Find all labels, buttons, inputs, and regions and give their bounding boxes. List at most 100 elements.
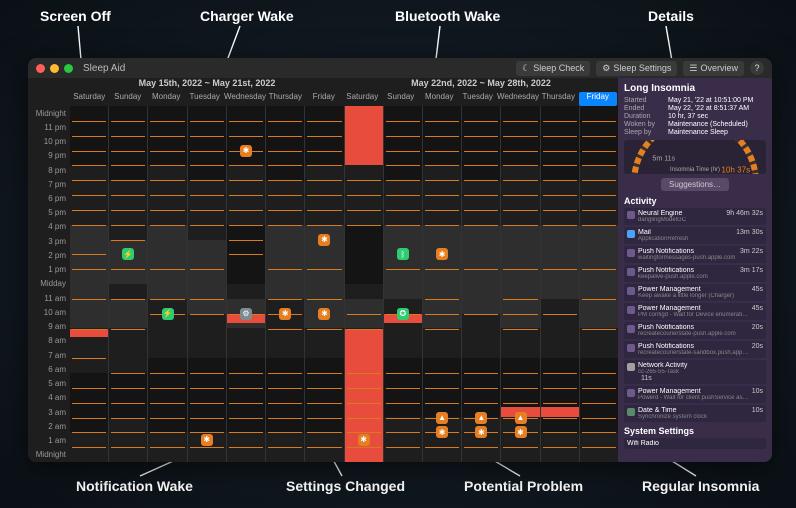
notification-wake-icon[interactable]: ▲	[515, 412, 527, 424]
wake-line	[425, 180, 459, 181]
notification-wake-icon[interactable]: ✱	[475, 426, 487, 438]
activity-row[interactable]: Push Notificationsrecreatecourierstate-s…	[624, 341, 766, 358]
activity-row[interactable]: Power ManagementKeep awake a little long…	[624, 284, 766, 301]
wake-line	[150, 432, 184, 433]
activity-sub: Powerd - Wait for client pushService ass…	[638, 395, 749, 401]
notification-wake-icon[interactable]: ▲	[436, 412, 448, 424]
wake-line	[503, 388, 537, 389]
day-column[interactable]	[540, 106, 579, 462]
activity-row[interactable]: MailApplicationRefresh13m 30s	[624, 227, 766, 244]
activity-row[interactable]: Neural EnginedanglingModelGC9h 46m 32s	[624, 208, 766, 225]
wake-line	[111, 418, 145, 419]
activity-sub: danglingModelGC	[638, 217, 723, 223]
activity-row[interactable]: Push Notificationskeepalive-push.apple.c…	[624, 265, 766, 282]
charger-wake-icon[interactable]: ⚡	[122, 248, 134, 260]
wake-line	[229, 403, 263, 404]
settings-row[interactable]: Wifi Radio	[624, 438, 766, 449]
wake-line	[72, 225, 106, 226]
sleep-check-button[interactable]: ☾Sleep Check	[516, 61, 590, 76]
wake-line	[268, 165, 302, 166]
close-traffic-light[interactable]	[36, 64, 45, 73]
day-header[interactable]: Tuesday	[185, 92, 223, 106]
notification-wake-icon[interactable]: ✱	[318, 234, 330, 246]
sleep-settings-button[interactable]: ⚙Sleep Settings	[596, 61, 677, 76]
wake-line	[72, 151, 106, 152]
wake-line	[386, 269, 420, 270]
day-column[interactable]: ✱	[265, 106, 304, 462]
zoom-traffic-light[interactable]	[64, 64, 73, 73]
detail-key: Woken by	[624, 121, 668, 128]
day-header[interactable]: Thursday	[539, 92, 577, 106]
minimize-traffic-light[interactable]	[50, 64, 59, 73]
hour-label: 2 pm	[28, 248, 70, 262]
day-header[interactable]: Tuesday	[458, 92, 496, 106]
notification-wake-icon[interactable]: ▲	[475, 412, 487, 424]
day-column[interactable]: ▲✱	[461, 106, 500, 462]
day-header[interactable]: Saturday	[70, 92, 108, 106]
wake-line	[307, 447, 341, 448]
day-header[interactable]: Friday	[579, 92, 617, 106]
activity-row[interactable]: Power ManagementPM configd - Wait for De…	[624, 303, 766, 320]
overview-button[interactable]: ☰Overview	[683, 61, 744, 76]
wake-line	[307, 418, 341, 419]
notification-wake-icon[interactable]: ✱	[358, 434, 370, 446]
day-column[interactable]: ✱✱	[304, 106, 343, 462]
notification-wake-icon[interactable]: ✱	[436, 426, 448, 438]
day-header[interactable]: Saturday	[343, 92, 381, 106]
suggestions-button[interactable]: Suggestions…	[661, 178, 729, 191]
day-header[interactable]: Friday	[305, 92, 343, 106]
notification-wake-icon[interactable]: ✱	[240, 145, 252, 157]
wake-line	[503, 403, 537, 404]
day-column[interactable]: ✱	[344, 106, 383, 462]
settings-name: Wifi Radio	[627, 440, 763, 447]
day-header[interactable]: Sunday	[382, 92, 420, 106]
wake-line	[111, 151, 145, 152]
day-column[interactable]	[579, 106, 618, 462]
day-column[interactable]: ▲✱	[500, 106, 539, 462]
wake-line	[543, 403, 577, 404]
day-header[interactable]: Sunday	[108, 92, 146, 106]
gauge-left: 5m 11s	[652, 154, 675, 162]
wake-line	[268, 269, 302, 270]
activity-row[interactable]: Push Notificationsrecreatecourierstate-p…	[624, 322, 766, 339]
day-header[interactable]: Wednesday	[497, 92, 539, 106]
charger-wake-icon[interactable]: ⚡	[162, 308, 174, 320]
day-column[interactable]	[70, 106, 108, 462]
notification-wake-icon[interactable]: ✱	[318, 308, 330, 320]
mid-block	[580, 225, 618, 329]
day-column[interactable]: ⚡	[108, 106, 147, 462]
day-column[interactable]: ⚡	[147, 106, 186, 462]
notification-wake-icon[interactable]: ✱	[279, 308, 291, 320]
wake-line	[72, 388, 106, 389]
wake-line	[464, 210, 498, 211]
wake-line	[111, 329, 145, 330]
settings-changed-icon[interactable]: ⚙	[240, 308, 252, 320]
activity-row[interactable]: Push Notificationswaitingformessages-pus…	[624, 246, 766, 263]
hour-label: Midnight	[28, 448, 70, 462]
day-column[interactable]: ✱ ▲ ✱	[422, 106, 461, 462]
wake-line	[347, 373, 381, 374]
wake-line	[503, 180, 537, 181]
notification-wake-icon[interactable]: ✱	[436, 248, 448, 260]
day-column[interactable]: ✱⚙	[226, 106, 265, 462]
activity-icon	[627, 268, 635, 276]
hour-label: 8 am	[28, 334, 70, 348]
help-button[interactable]: ?	[750, 61, 764, 75]
activity-row[interactable]: Power ManagementPowerd - Wait for client…	[624, 386, 766, 403]
day-header[interactable]: Wednesday	[224, 92, 266, 106]
notification-wake-icon[interactable]: ✱	[515, 426, 527, 438]
day-header[interactable]: Thursday	[266, 92, 304, 106]
bluetooth-wake-icon[interactable]: ᛒ	[397, 248, 409, 260]
wake-line	[464, 136, 498, 137]
activity-row[interactable]: Network Activitycc-265-55-Task 11s	[624, 360, 766, 384]
day-header[interactable]: Monday	[147, 92, 185, 106]
wake-line	[150, 447, 184, 448]
activity-row[interactable]: Date & TimeSynchronize system clock10s	[624, 405, 766, 422]
day-header[interactable]: Monday	[420, 92, 458, 106]
wake-line	[386, 136, 420, 137]
notification-wake-icon[interactable]: ✱	[201, 434, 213, 446]
day-column[interactable]: ᛒ✪	[383, 106, 422, 462]
wake-line	[386, 388, 420, 389]
charger-wake-icon[interactable]: ✪	[397, 308, 409, 320]
day-column[interactable]: ✱	[187, 106, 226, 462]
